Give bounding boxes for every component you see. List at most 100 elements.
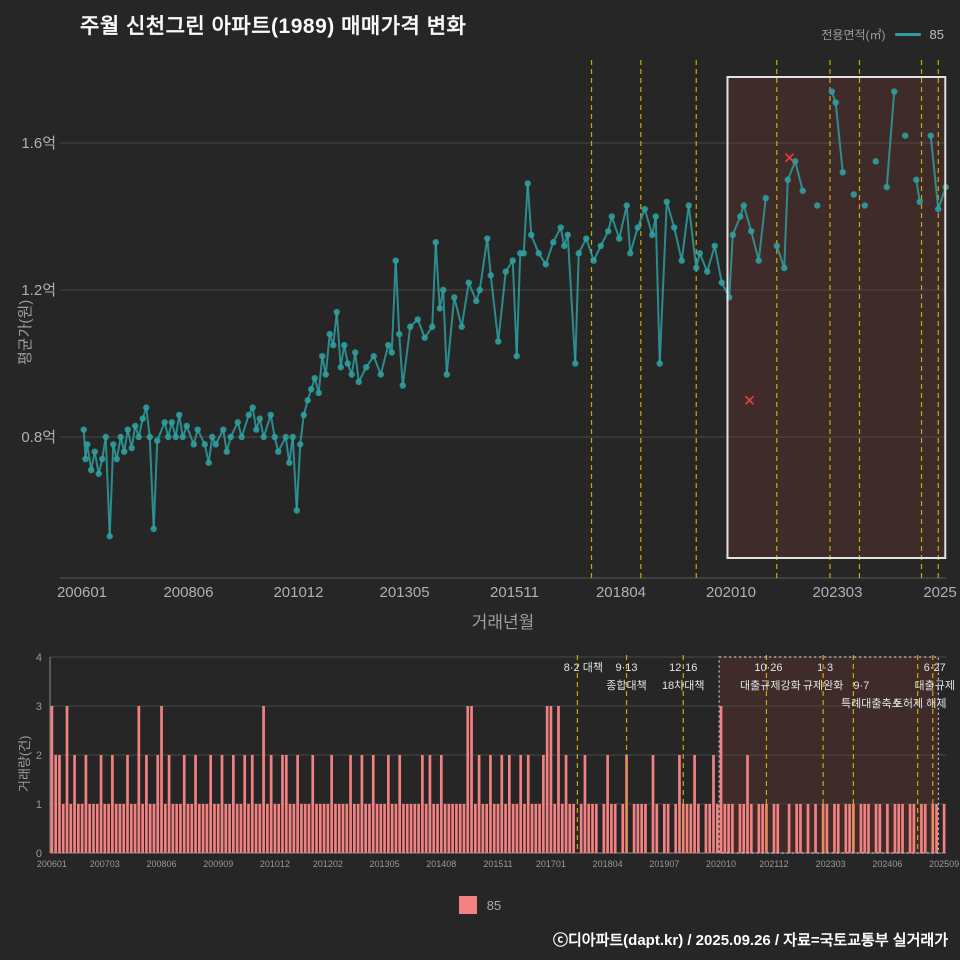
policy-annotation: 종합대책 [606, 679, 646, 692]
volume-legend-value: 85 [486, 897, 502, 913]
volume-xtick-label: 201701 [536, 859, 566, 869]
volume-bar [553, 804, 557, 853]
area-legend[interactable]: 전용면적(㎡) 85 [821, 26, 944, 43]
data-point [484, 235, 491, 242]
data-point [913, 176, 920, 183]
volume-bar [727, 804, 730, 853]
volume-bar [122, 804, 126, 853]
volume-bar [182, 755, 186, 853]
volume-bar [587, 804, 591, 853]
volume-bar [651, 755, 655, 853]
data-point [260, 433, 267, 441]
volume-bars [50, 706, 946, 853]
volume-bar [942, 804, 946, 853]
volume-bar [704, 804, 708, 853]
data-point [388, 349, 395, 356]
volume-bar [606, 755, 609, 853]
volume-xtick-label: 202112 [759, 859, 788, 869]
volume-bar [519, 755, 523, 853]
volume-xtick-label: 201408 [426, 859, 456, 869]
volume-xtick-label: 202406 [872, 859, 902, 869]
volume-bar [315, 804, 318, 853]
volume-xtick-label: 201511 [483, 859, 512, 869]
data-point [370, 352, 377, 360]
volume-bar [836, 804, 840, 853]
volume-bar [749, 804, 753, 853]
data-point [176, 411, 183, 419]
cancelled-deal-x-marker [744, 395, 755, 405]
data-point [256, 415, 263, 422]
volume-bar [58, 755, 61, 853]
data-point [627, 250, 634, 257]
volume-bar [874, 804, 878, 853]
volume-bar [364, 804, 368, 853]
volume-bar [564, 755, 568, 853]
data-point [275, 448, 282, 455]
data-point [352, 349, 359, 356]
volume-legend[interactable]: 85 [0, 896, 960, 914]
data-point [205, 459, 212, 466]
volume-bar [201, 804, 205, 853]
data-point [308, 386, 315, 393]
volume-bar [345, 804, 349, 853]
volume-bar [92, 804, 95, 853]
volume-bar [247, 804, 250, 853]
volume-bar [772, 804, 776, 853]
data-point [883, 183, 890, 191]
volume-bar [99, 755, 103, 853]
volume-bar [500, 755, 504, 853]
volume-bar [678, 755, 681, 853]
policy-annotation: 10·26 [754, 662, 782, 674]
price-xtick-label: 201012 [273, 584, 323, 601]
data-point [165, 433, 172, 441]
volume-bar [114, 804, 118, 853]
data-point [528, 231, 535, 239]
data-point [399, 382, 406, 389]
policy-annotation: 특례대출축소 [841, 697, 902, 710]
volume-bar [107, 804, 110, 853]
price-xtick-label: 200806 [163, 584, 213, 601]
volume-bar [447, 804, 451, 853]
data-point [832, 99, 839, 106]
data-point [183, 422, 190, 430]
data-point [297, 441, 304, 448]
volume-bar [621, 804, 625, 853]
volume-bar [330, 755, 333, 853]
volume-bar [84, 755, 88, 853]
volume-bar [360, 755, 364, 853]
data-point [315, 389, 322, 397]
volume-bar [318, 804, 322, 853]
volume-bar [526, 755, 530, 853]
volume-bar [296, 755, 299, 853]
volume-bar [534, 804, 538, 853]
policy-annotation: 규제완화 [803, 679, 843, 692]
data-point [396, 330, 403, 338]
data-point [414, 316, 421, 323]
page-title: 주월 신천그린 아파트(1989) 매매가격 변화 [80, 15, 467, 38]
volume-bar [610, 804, 613, 853]
volume-bar [387, 755, 390, 853]
data-point [663, 198, 670, 205]
price-xtick-label: 201804 [596, 584, 646, 601]
data-point [641, 205, 648, 213]
policy-annotation: 9·7 [853, 680, 869, 692]
data-point [293, 507, 300, 514]
data-point [440, 286, 447, 294]
volume-bar [398, 755, 402, 853]
volume-ytick-label: 4 [36, 652, 42, 664]
volume-bar [220, 755, 224, 853]
volume-xtick-label: 201012 [260, 859, 290, 869]
volume-bar [137, 706, 141, 853]
data-point [693, 264, 700, 272]
data-point [220, 426, 227, 433]
volume-bar [243, 755, 247, 853]
data-point [814, 202, 821, 209]
volume-bar [719, 706, 723, 853]
volume-bar [523, 804, 526, 853]
volume-bar [935, 804, 938, 853]
volume-bar [666, 804, 670, 853]
data-point [927, 132, 934, 139]
volume-bar [436, 804, 439, 853]
